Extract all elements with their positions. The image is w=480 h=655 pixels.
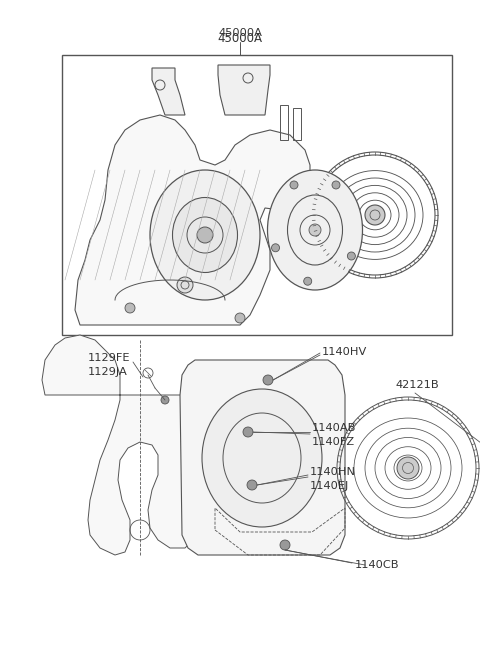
- Bar: [293, 108, 301, 140]
- Circle shape: [243, 427, 253, 437]
- Text: 42121B: 42121B: [395, 380, 439, 390]
- Circle shape: [397, 457, 419, 479]
- Ellipse shape: [267, 170, 362, 290]
- Circle shape: [332, 181, 340, 189]
- Polygon shape: [180, 360, 345, 555]
- Circle shape: [247, 480, 257, 490]
- Text: 1140AB: 1140AB: [312, 423, 356, 433]
- Circle shape: [161, 396, 169, 404]
- Text: 1140EJ: 1140EJ: [310, 481, 349, 491]
- Text: 45000A: 45000A: [217, 31, 263, 45]
- Circle shape: [125, 303, 135, 313]
- Bar: [280, 105, 288, 140]
- Circle shape: [280, 540, 290, 550]
- Polygon shape: [218, 65, 270, 115]
- Circle shape: [348, 252, 355, 260]
- Polygon shape: [152, 68, 185, 115]
- Text: 1129JA: 1129JA: [88, 367, 128, 377]
- Circle shape: [290, 181, 298, 189]
- Ellipse shape: [202, 389, 322, 527]
- Text: 1140FZ: 1140FZ: [312, 437, 355, 447]
- Circle shape: [235, 313, 245, 323]
- Polygon shape: [75, 115, 310, 325]
- Circle shape: [197, 227, 213, 243]
- Text: 45000A: 45000A: [218, 28, 262, 38]
- Circle shape: [177, 277, 193, 293]
- Text: 1140HN: 1140HN: [310, 467, 356, 477]
- Circle shape: [272, 244, 279, 252]
- Ellipse shape: [172, 198, 238, 272]
- Polygon shape: [42, 335, 235, 555]
- Circle shape: [365, 205, 385, 225]
- Circle shape: [304, 277, 312, 285]
- Bar: [62, 55, 452, 335]
- Text: 1140HV: 1140HV: [322, 347, 367, 357]
- Text: 1140CB: 1140CB: [355, 560, 399, 570]
- Text: 1129FE: 1129FE: [88, 353, 131, 363]
- Circle shape: [309, 224, 321, 236]
- Ellipse shape: [150, 170, 260, 300]
- Circle shape: [263, 375, 273, 385]
